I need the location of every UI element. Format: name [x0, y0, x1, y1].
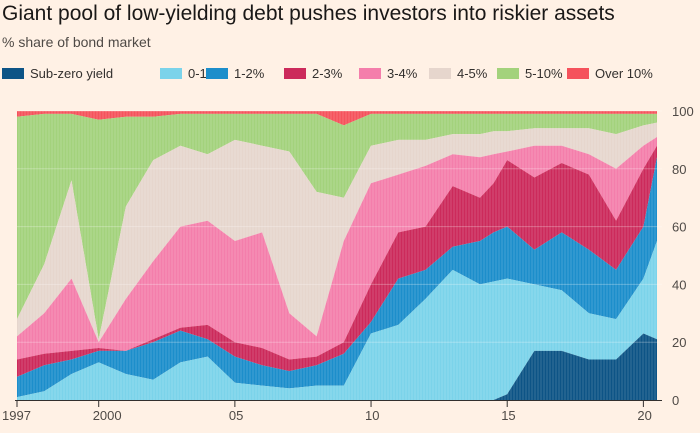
- y-tick-label: 60: [672, 220, 686, 235]
- legend-label: Over 10%: [595, 65, 653, 81]
- y-tick-label: 40: [672, 277, 686, 292]
- band-3-4-: [17, 137, 657, 360]
- legend-item-1-2-: 1-2%: [206, 64, 264, 82]
- legend: Sub-zero yield 0-1% 1-2% 2-3% 3-4% 4-5% 5-10% O…: [2, 64, 698, 82]
- legend-label: 1-2%: [234, 65, 265, 81]
- legend-item-over-10-: Over 10%: [567, 64, 653, 82]
- legend-label: 2-3%: [312, 65, 343, 81]
- legend-swatch: [359, 67, 381, 79]
- y-tick-label: 0: [672, 393, 679, 408]
- legend-item-3-4-: 3-4%: [359, 64, 417, 82]
- band-over-10-: [17, 111, 657, 126]
- band-sub-zero-yield: [17, 333, 657, 400]
- x-tick-label: 15: [501, 408, 515, 423]
- x-tick-label: 05: [229, 408, 243, 423]
- y-tick-label: 20: [672, 335, 686, 350]
- legend-swatch: [429, 67, 451, 79]
- x-tick-label: 1997: [2, 408, 31, 423]
- legend-swatch: [567, 67, 589, 79]
- legend-swatch: [2, 67, 24, 79]
- chart-subtitle: % share of bond market: [2, 34, 151, 50]
- legend-item-5-10-: 5-10%: [497, 64, 563, 82]
- legend-swatch: [284, 67, 306, 79]
- legend-swatch: [160, 67, 182, 79]
- bar-texture: [18, 111, 656, 400]
- band-0-1-: [17, 241, 657, 400]
- legend-item-4-5-: 4-5%: [429, 64, 487, 82]
- legend-label: 5-10%: [525, 65, 563, 81]
- legend-label: 4-5%: [457, 65, 488, 81]
- legend-label: 3-4%: [387, 65, 418, 81]
- band-1-2-: [17, 157, 657, 398]
- y-tick-label: 100: [672, 104, 694, 119]
- legend-swatch: [206, 67, 228, 79]
- legend-item-sub-zero-yield: Sub-zero yield: [2, 64, 113, 82]
- band-2-3-: [17, 145, 657, 377]
- x-tick-label: 2000: [93, 408, 122, 423]
- x-tick-label: 10: [365, 408, 379, 423]
- band-5-10-: [17, 113, 657, 340]
- legend-label: Sub-zero yield: [30, 65, 114, 81]
- legend-item-2-3-: 2-3%: [284, 64, 342, 82]
- chart-title: Giant pool of low-yielding debt pushes i…: [2, 2, 615, 25]
- legend-swatch: [497, 67, 519, 79]
- band-4-5-: [17, 122, 657, 343]
- y-tick-label: 80: [672, 162, 686, 177]
- x-tick-label: 20: [637, 408, 651, 423]
